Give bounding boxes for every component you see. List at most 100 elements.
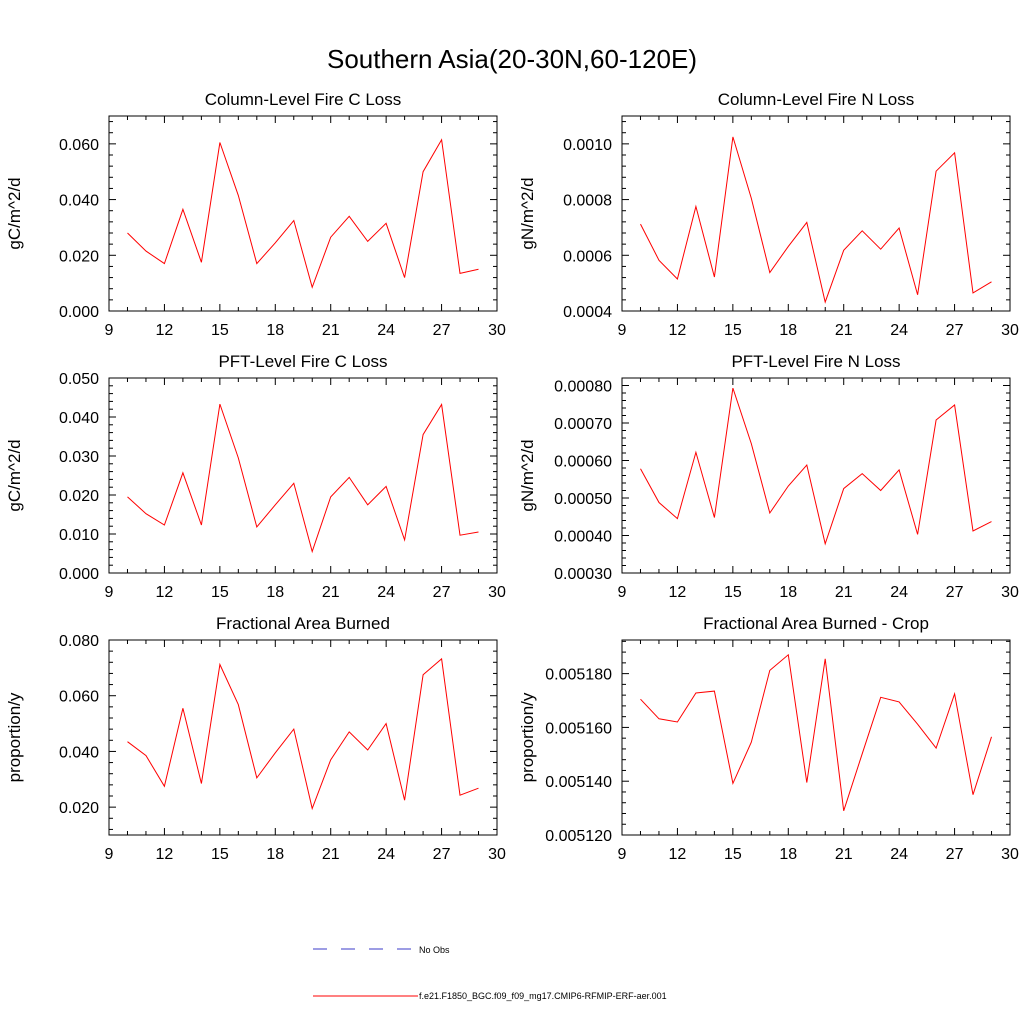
panel-title: Fractional Area Burned <box>216 614 390 633</box>
x-tick-label: 15 <box>724 322 742 339</box>
panel-5: 9 12 15 18 21 24 27 30 0.020 0.040 0.060 0.080 Fract… <box>5 614 506 863</box>
x-tick-label: 9 <box>105 322 114 339</box>
x-tick-label: 30 <box>488 584 506 601</box>
y-tick-label: 0.005180 <box>545 667 612 684</box>
panel-title: Column-Level Fire N Loss <box>718 90 915 109</box>
y-tick-label: 0.020 <box>59 800 99 817</box>
y-tick-label: 0.040 <box>59 744 99 761</box>
y-tick-label: 0.020 <box>59 248 99 265</box>
plot-frame <box>621 115 1011 312</box>
model-series-line <box>640 136 992 304</box>
x-tick-label: 21 <box>322 584 340 601</box>
x-tick-label: 18 <box>779 846 797 863</box>
x-tick-label: 9 <box>618 322 627 339</box>
y-tick-label: 0.060 <box>59 137 99 154</box>
panel-title: Column-Level Fire C Loss <box>205 90 402 109</box>
panel-6: 9 12 15 18 21 24 27 30 0.005120 0.005140 0.005160 0… <box>518 614 1019 863</box>
panel-2: 9 12 15 18 21 24 27 30 0.0004 0.0006 0.0008 0.0010 C… <box>518 90 1019 339</box>
y-tick-label: 0.00040 <box>554 529 612 546</box>
x-tick-label: 24 <box>890 846 908 863</box>
y-tick-label: 0.040 <box>59 410 99 427</box>
plot-frame <box>108 115 498 312</box>
y-tick-label: 0.005120 <box>545 828 612 845</box>
y-axis-label: gC/m^2/d <box>5 177 24 249</box>
x-tick-label: 9 <box>618 584 627 601</box>
y-axis-label: gC/m^2/d <box>5 439 24 511</box>
x-tick-label: 21 <box>835 584 853 601</box>
x-tick-label: 27 <box>946 322 964 339</box>
y-axis-label: proportion/y <box>518 692 537 782</box>
model-series-line <box>640 387 992 546</box>
y-tick-label: 0.0008 <box>563 193 612 210</box>
x-tick-label: 24 <box>377 322 395 339</box>
x-tick-label: 30 <box>1001 322 1019 339</box>
x-tick-label: 27 <box>946 584 964 601</box>
x-tick-label: 30 <box>1001 584 1019 601</box>
model-series-line <box>640 653 992 811</box>
y-axis-label: gN/m^2/d <box>518 177 537 249</box>
x-tick-label: 12 <box>669 846 687 863</box>
x-tick-label: 30 <box>488 846 506 863</box>
x-tick-label: 21 <box>322 846 340 863</box>
x-tick-label: 24 <box>377 584 395 601</box>
legend-model-label: f.e21.F1850_BGC.f09_f09_mg17.CMIP6-RFMIP… <box>419 991 667 1001</box>
plot-frame <box>108 639 498 836</box>
y-tick-label: 0.005160 <box>545 720 612 737</box>
panel-title: Fractional Area Burned - Crop <box>703 614 929 633</box>
x-tick-label: 15 <box>211 584 229 601</box>
x-tick-label: 30 <box>488 322 506 339</box>
panel-title: PFT-Level Fire C Loss <box>218 352 387 371</box>
x-tick-label: 30 <box>1001 846 1019 863</box>
x-tick-label: 12 <box>669 584 687 601</box>
x-tick-label: 24 <box>890 322 908 339</box>
model-series-line <box>127 138 479 289</box>
x-tick-label: 18 <box>779 584 797 601</box>
y-tick-label: 0.040 <box>59 193 99 210</box>
y-tick-label: 0.010 <box>59 527 99 544</box>
x-tick-label: 12 <box>156 322 174 339</box>
x-tick-label: 12 <box>156 846 174 863</box>
y-tick-label: 0.0004 <box>563 304 612 321</box>
x-tick-label: 27 <box>946 846 964 863</box>
legend-obs-label: No Obs <box>419 945 450 955</box>
figure-title: Southern Asia(20-30N,60-120E) <box>327 44 697 74</box>
x-tick-label: 24 <box>377 846 395 863</box>
x-tick-label: 27 <box>433 846 451 863</box>
y-tick-label: 0.000 <box>59 566 99 583</box>
x-tick-label: 18 <box>266 322 284 339</box>
y-tick-label: 0.00070 <box>554 416 612 433</box>
y-tick-label: 0.00080 <box>554 379 612 396</box>
plot-frame <box>108 377 498 574</box>
y-tick-label: 0.020 <box>59 488 99 505</box>
y-tick-label: 0.000 <box>59 304 99 321</box>
x-tick-label: 15 <box>724 584 742 601</box>
x-tick-label: 15 <box>211 322 229 339</box>
y-tick-label: 0.0010 <box>563 137 612 154</box>
y-tick-label: 0.050 <box>59 371 99 388</box>
x-tick-label: 27 <box>433 584 451 601</box>
x-tick-label: 21 <box>322 322 340 339</box>
y-axis-label: gN/m^2/d <box>518 439 537 511</box>
y-axis-label: proportion/y <box>5 692 24 782</box>
panel-1: 9 12 15 18 21 24 27 30 0.000 0.020 0.040 0.060 Colum… <box>5 90 506 339</box>
x-tick-label: 18 <box>266 846 284 863</box>
plot-frame <box>621 639 1011 836</box>
model-series-line <box>127 403 479 554</box>
y-tick-label: 0.0006 <box>563 248 612 265</box>
x-tick-label: 18 <box>266 584 284 601</box>
x-tick-label: 21 <box>835 322 853 339</box>
panel-title: PFT-Level Fire N Loss <box>731 352 900 371</box>
x-tick-label: 12 <box>669 322 687 339</box>
x-tick-label: 12 <box>156 584 174 601</box>
panel-4: 9 12 15 18 21 24 27 30 0.00030 0.00040 0.00050 0.00… <box>518 352 1019 601</box>
y-tick-label: 0.005140 <box>545 774 612 791</box>
x-tick-label: 15 <box>724 846 742 863</box>
panels: 9 12 15 18 21 24 27 30 0.000 0.020 0.040 0.060 Colum… <box>5 90 1019 863</box>
y-tick-label: 0.060 <box>59 689 99 706</box>
legend: No Obs f.e21.F1850_BGC.f09_f09_mg17.CMIP… <box>313 945 667 1001</box>
x-tick-label: 9 <box>618 846 627 863</box>
model-series-line <box>127 657 479 811</box>
x-tick-label: 21 <box>835 846 853 863</box>
x-tick-label: 9 <box>105 584 114 601</box>
